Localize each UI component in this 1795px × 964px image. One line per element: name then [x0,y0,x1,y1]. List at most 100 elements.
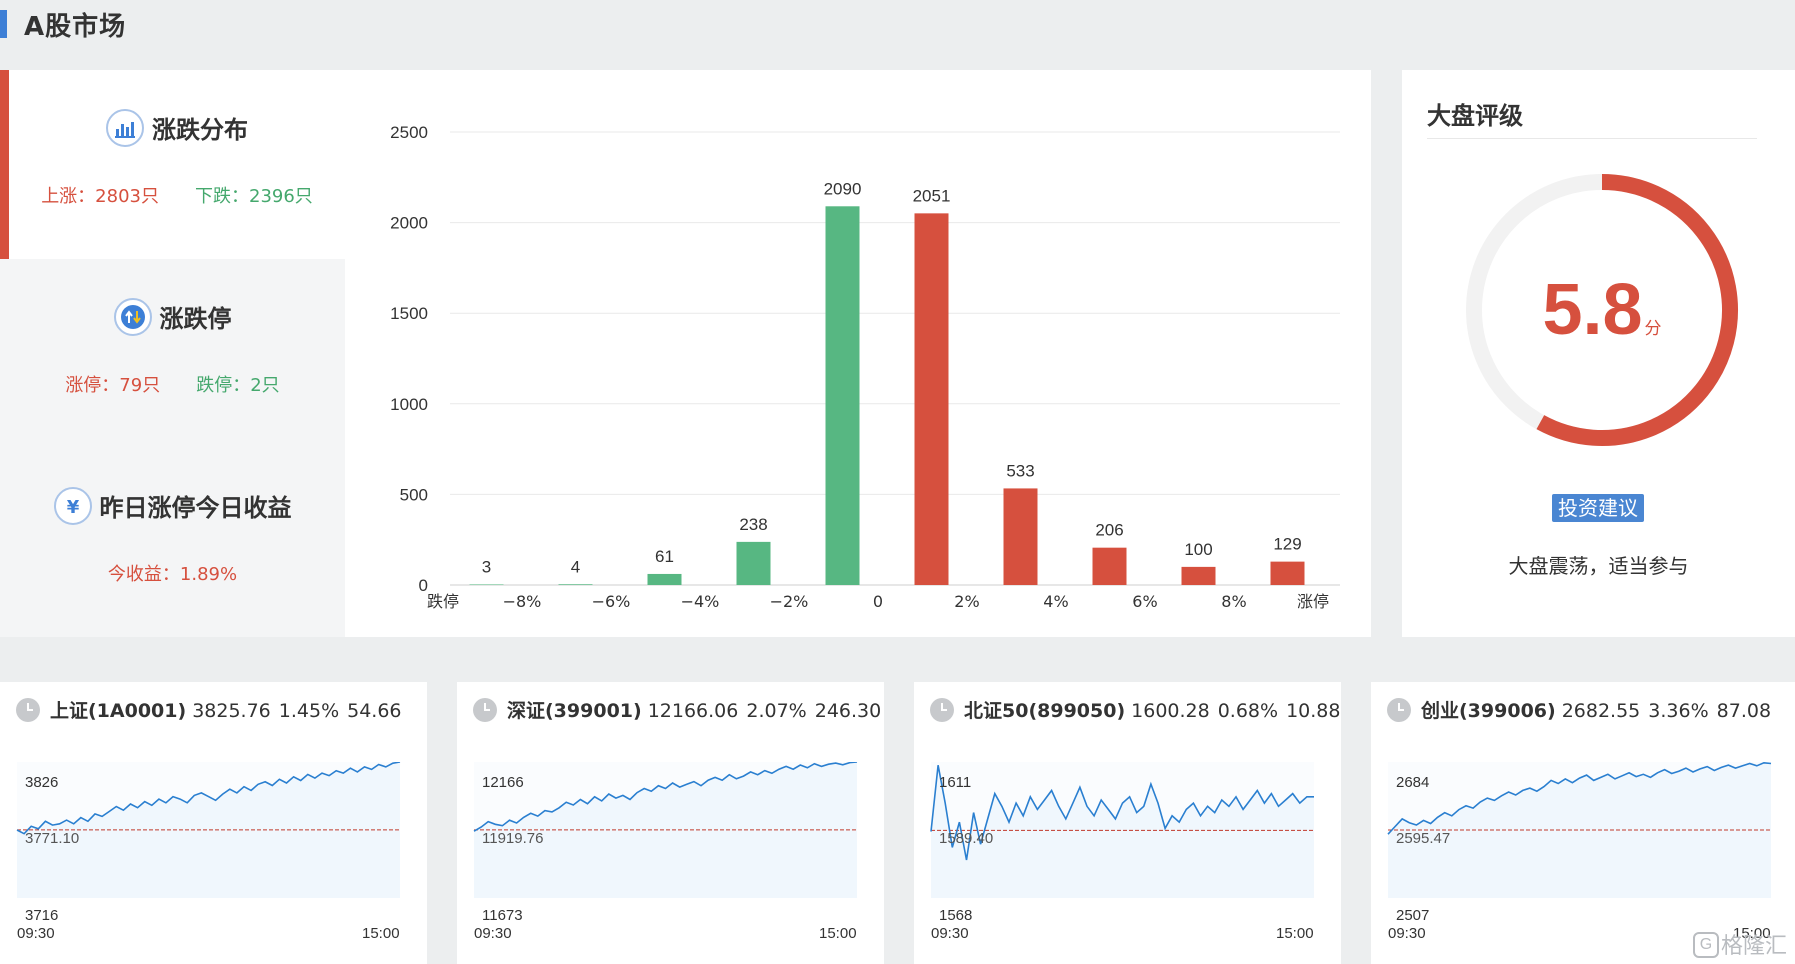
index-change: 87.08 [1716,700,1772,722]
axis-label-top: 2684 [1396,774,1430,791]
stat-yesterday-title: 昨日涨停今日收益 [99,494,292,522]
x-tick-label: 跌停 [427,592,459,611]
axis-label-bottom: 3716 [25,907,59,924]
rating-title: 大盘评级 [1427,102,1523,130]
rating-gauge-arc [1536,174,1738,446]
rating-gauge [1466,174,1738,446]
axis-label-bottom: 1568 [939,907,973,924]
bar[interactable] [1003,488,1038,585]
index-card[interactable]: 上证(1A0001) 3825.76 1.45% 54.66 3826 3771.10 37… [0,682,427,964]
bar[interactable] [736,541,771,585]
bar-chart-icon [106,109,144,147]
index-header: 创业(399006) 2682.55 3.36% 87.08 [1387,696,1779,724]
price-area [1388,762,1771,898]
index-change-pct: 0.68% [1217,700,1279,722]
yen-icon: ¥ [53,487,92,525]
clock-icon [473,697,497,722]
index-name: 深证(399001) [507,700,642,722]
y-tick-label: 500 [400,485,428,504]
bar[interactable] [647,573,682,585]
axis-label-bottom: 11673 [482,907,523,924]
y-tick-label: 1000 [390,395,428,414]
index-header: 北证50(899050) 1600.28 0.68% 10.88 [930,696,1348,724]
bar-value-label: 4 [571,557,580,576]
index-change: 246.30 [814,700,882,722]
stat-distribution[interactable]: 涨跌分布 上涨：2803只 下跌：2396只 [0,70,345,259]
stat-limit[interactable]: 涨跌停 涨停：79只 跌停：2只 [0,259,345,448]
stat-yesterday[interactable]: ¥ 昨日涨停今日收益 今收益：1.89% [0,448,345,637]
bar[interactable] [469,584,504,585]
market-distribution-panel: 涨跌分布 上涨：2803只 下跌：2396只 涨跌停 涨停：79只 跌停：2只 ¥ … [0,70,1371,637]
bar-value-label: 3 [482,557,491,576]
index-intraday-chart [16,762,401,898]
axis-label-mid: 11919.76 [482,830,544,847]
index-name: 北证50(899050) [964,700,1126,722]
limit-up-count: 涨停：79只 [65,375,161,396]
price-line [16,762,401,835]
axis-label-bottom: 2507 [1396,907,1430,924]
market-rating-panel: 大盘评级 5.8 分 投资建议 大盘震荡，适当参与 [1402,70,1795,637]
price-area [474,762,857,898]
x-tick-label: −4% [681,592,720,611]
bar-value-label: 2090 [824,179,862,198]
index-change: 54.66 [347,700,402,722]
index-change-pct: 2.07% [746,700,807,722]
index-card[interactable]: 北证50(899050) 1600.28 0.68% 10.88 1611 1589.40… [914,682,1341,964]
stat-distribution-title: 涨跌分布 [152,116,248,144]
header-accent-bar [0,10,7,38]
bar-value-label: 533 [1006,461,1034,480]
x-tick-label: 6% [1132,592,1157,611]
x-tick-label: 2% [954,592,979,611]
y-tick-label: 2000 [390,214,428,233]
stat-limit-title: 涨跌停 [159,305,232,333]
advice-text: 大盘震荡，适当参与 [1508,554,1689,578]
axis-label-start: 09:30 [1388,925,1426,942]
y-tick-label: 1500 [390,304,428,323]
bar-value-label: 129 [1273,535,1301,554]
clock-icon [1387,697,1411,722]
index-card[interactable]: 创业(399006) 2682.55 3.36% 87.08 2684 2595.47 25… [1371,682,1795,964]
index-change: 10.88 [1286,700,1341,722]
index-card[interactable]: 深证(399001) 12166.06 2.07% 246.30 12166 11919.… [457,682,884,964]
bar[interactable] [558,584,593,585]
axis-label-start: 09:30 [17,925,55,942]
limit-down-count: 跌停：2只 [196,375,280,396]
bar-value-label: 206 [1095,521,1123,540]
price-line [473,762,858,832]
distribution-chart-svg: 0 500 1000 1500 2000 2500 跌停 −8% −6% −4% −2% 0 2% 4% 6… [390,123,1340,611]
price-line [930,765,1314,861]
page-title: A股市场 [24,12,127,42]
index-intraday-chart [473,762,858,898]
bar[interactable] [1092,547,1127,585]
index-change-pct: 3.36% [1648,700,1709,722]
index-intraday-chart [1387,762,1772,898]
svg-text:¥: ¥ [66,497,79,518]
axis-label-mid: 2595.47 [1396,830,1451,847]
index-name: 上证(1A0001) [50,700,187,722]
bar-value-label: 61 [655,547,674,566]
x-tick-label: 8% [1221,592,1246,611]
bar[interactable] [1181,566,1216,585]
x-tick-label: −2% [770,592,809,611]
stats-sidebar: 涨跌分布 上涨：2803只 下跌：2396只 涨跌停 涨停：79只 跌停：2只 ¥ … [0,70,345,637]
bar[interactable] [1270,561,1305,585]
index-change-pct: 1.45% [278,700,340,722]
clock-icon [930,697,954,722]
axis-label-top: 3826 [25,774,59,791]
index-price: 3825.76 [192,700,271,722]
axis-label-end: 15:00 [362,925,400,942]
watermark: G 格隆汇 [1692,928,1787,960]
down-count: 下跌：2396只 [195,186,313,207]
rating-divider [1427,138,1757,139]
index-price: 2682.55 [1561,700,1641,722]
axis-label-end: 15:00 [1276,925,1314,942]
up-count: 上涨：2803只 [41,186,159,207]
axis-label-mid: 3771.10 [25,830,80,847]
investment-advice-badge[interactable]: 投资建议 [1552,494,1644,522]
axis-label-top: 12166 [482,774,524,791]
axis-label-start: 09:30 [474,925,512,942]
index-intraday-chart [930,762,1314,898]
bar[interactable] [825,206,860,586]
bar[interactable] [914,213,949,585]
index-price: 12166.06 [647,700,739,722]
